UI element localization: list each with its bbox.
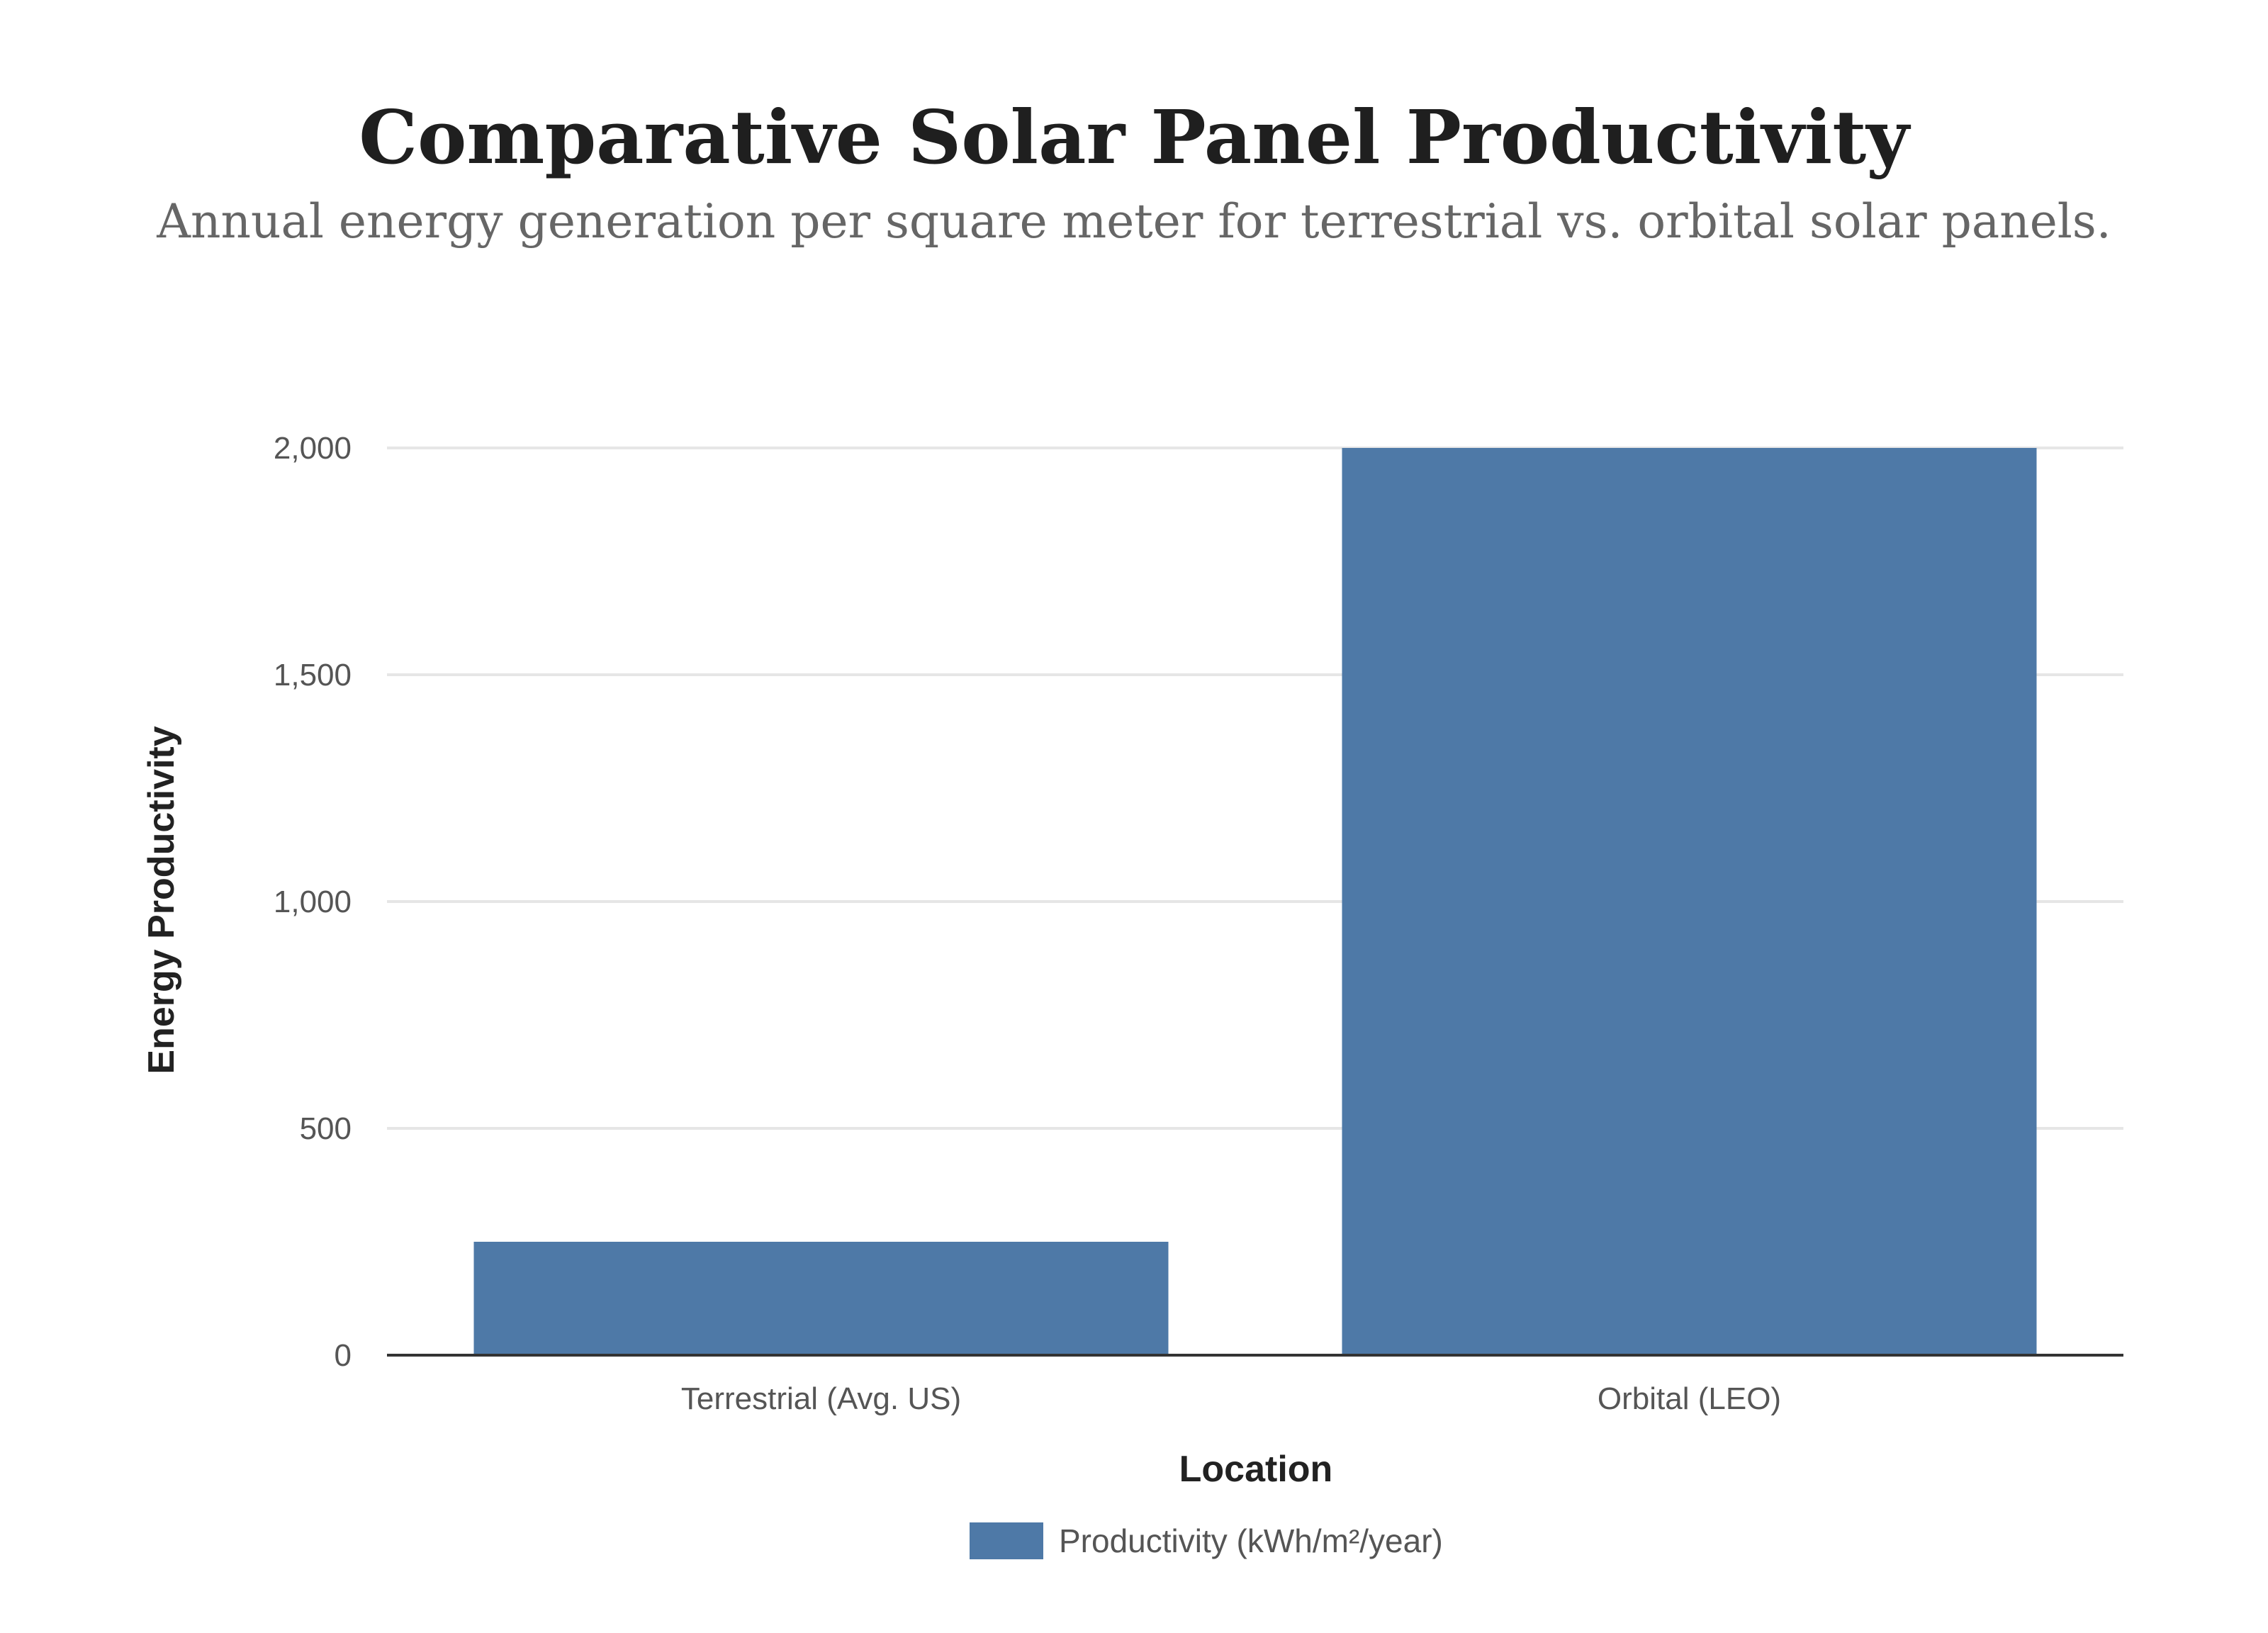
bars [473, 448, 2037, 1355]
legend-label: Productivity (kWh/m²/year) [1059, 1522, 1443, 1559]
y-tick-label: 1,500 [274, 658, 352, 692]
x-tick-label: Orbital (LEO) [1598, 1381, 1781, 1416]
y-tick-label: 500 [300, 1111, 352, 1146]
bar-0[interactable] [473, 1242, 1169, 1355]
y-axis-title: Energy Productivity [141, 726, 182, 1074]
x-axis-ticks: Terrestrial (Avg. US) Orbital (LEO) [681, 1381, 1781, 1416]
bar-1[interactable] [1342, 448, 2037, 1355]
x-tick-label: Terrestrial (Avg. US) [681, 1381, 961, 1416]
y-tick-label: 1,000 [274, 885, 352, 919]
chart-title: Comparative Solar Panel Productivity [359, 94, 1911, 181]
legend: Productivity (kWh/m²/year) [970, 1522, 1443, 1559]
y-axis-ticks: 0 500 1,000 1,500 2,000 [274, 431, 352, 1373]
chart-subtitle: Annual energy generation per square mete… [156, 194, 2111, 249]
y-tick-label: 2,000 [274, 431, 352, 466]
legend-swatch [970, 1522, 1043, 1559]
x-axis-title: Location [1179, 1449, 1333, 1490]
y-tick-label: 0 [335, 1338, 352, 1373]
